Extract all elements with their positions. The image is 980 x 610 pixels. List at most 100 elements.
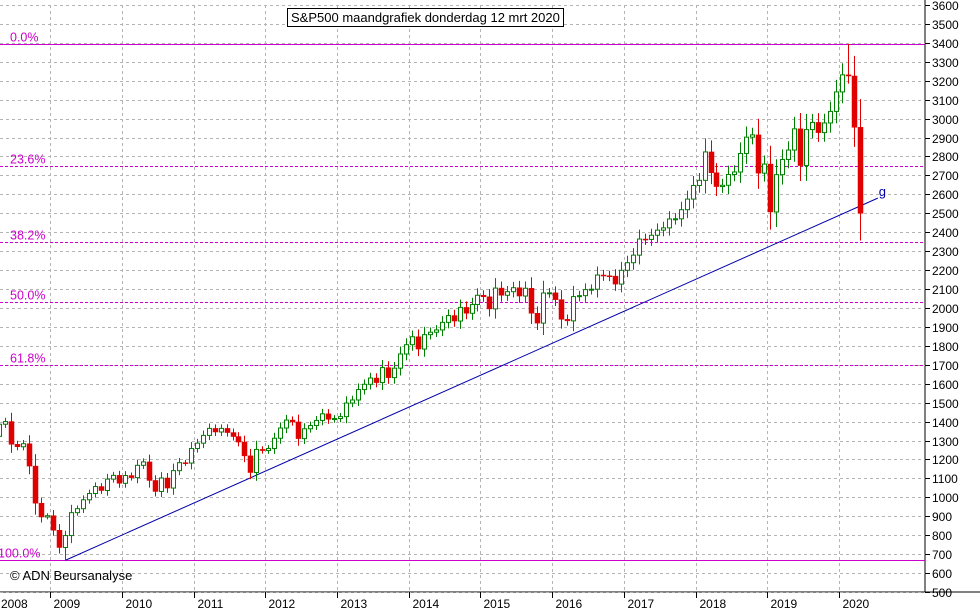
candle-body-up — [810, 121, 815, 131]
candle-body-up — [547, 292, 552, 295]
candle-body-down — [224, 428, 231, 433]
candle-body-up — [470, 304, 475, 314]
candle-body-up — [320, 413, 325, 421]
candle-body-up — [272, 437, 277, 449]
candle-body-up — [720, 184, 725, 188]
candle-body-up — [189, 447, 194, 464]
y-tick-label: 1000 — [932, 491, 959, 505]
candle-body-up — [493, 287, 498, 310]
candle-body-down — [552, 292, 559, 300]
candle-body-down — [289, 419, 296, 423]
candle-body-up — [398, 353, 403, 369]
candle-body-up — [667, 218, 672, 229]
trendline-label: g — [879, 184, 886, 199]
candle-body-up — [631, 254, 636, 264]
candle-body-up — [0, 423, 2, 437]
candle-body-up — [541, 292, 546, 324]
candle-body-up — [195, 442, 200, 449]
candle-body-up — [738, 152, 743, 173]
candlestick-series — [0, 44, 864, 561]
y-tick-label: 2800 — [932, 150, 959, 164]
candle-body-up — [619, 269, 624, 285]
candle-body-down — [164, 477, 171, 489]
candle-body-down — [373, 377, 380, 383]
candle-body-up — [673, 218, 678, 221]
y-tick-label: 700 — [932, 548, 952, 562]
candle-body-up — [350, 399, 355, 404]
candle-body-down — [98, 486, 105, 491]
y-tick-label: 3500 — [932, 18, 959, 32]
x-tick-label: 2015 — [484, 597, 511, 610]
candle-body-down — [767, 163, 774, 213]
candle-body-down — [612, 275, 619, 285]
y-tick-label: 1500 — [932, 397, 959, 411]
candle-body-down — [534, 313, 541, 324]
candle-body-down — [851, 75, 858, 128]
grid-lines — [0, 0, 980, 593]
candle-body-up — [177, 462, 182, 472]
x-tick-label: 2017 — [628, 597, 655, 610]
y-tick-label: 1600 — [932, 378, 959, 392]
candle-body-down — [755, 134, 762, 174]
fib-label: 38.2% — [10, 229, 45, 243]
trendline: g — [64, 184, 886, 561]
candle-body-down — [32, 465, 39, 504]
candle-body-down — [708, 151, 715, 174]
candle-body-up — [266, 447, 271, 452]
candle-body-down — [516, 287, 523, 297]
candle-body-up — [475, 294, 480, 306]
y-tick-label: 1300 — [932, 435, 959, 449]
candle-body-up — [577, 295, 582, 298]
candle-body-down — [8, 421, 15, 445]
y-tick-label: 1700 — [932, 359, 959, 373]
candle-body-down — [606, 275, 613, 278]
candle-body-up — [135, 464, 140, 479]
candle-body-up — [780, 159, 785, 176]
candle-body-up — [141, 461, 146, 466]
candle-body-up — [45, 515, 50, 518]
candle-body-down — [116, 475, 123, 484]
x-tick-label: 2009 — [54, 597, 81, 610]
candle-body-up — [655, 229, 660, 236]
candle-body-up — [332, 418, 337, 421]
x-tick-label: 2010 — [126, 597, 153, 610]
candle-body-up — [583, 289, 588, 297]
candle-body-up — [523, 287, 528, 297]
candle-body-down — [325, 413, 332, 420]
candle-body-down — [241, 441, 248, 457]
x-tick-label: 2008 — [1, 597, 28, 610]
candle-body-up — [446, 315, 451, 323]
candle-body-up — [505, 291, 510, 296]
candle-body-up — [123, 475, 128, 484]
candle-body-up — [703, 151, 708, 181]
fib-label: 23.6% — [10, 153, 45, 167]
candle-body-down — [295, 421, 302, 439]
candle-body-down — [564, 319, 571, 322]
y-tick-label: 2300 — [932, 245, 959, 259]
candle-body-up — [625, 262, 630, 271]
candle-body-up — [661, 227, 666, 231]
y-tick-label: 1100 — [932, 472, 958, 486]
y-tick-label: 600 — [932, 567, 952, 581]
candle-body-up — [732, 171, 737, 175]
candle-body-up — [762, 163, 767, 174]
candle-body-up — [595, 274, 600, 290]
x-tick-label: 2016 — [556, 597, 583, 610]
candle-body-up — [840, 74, 845, 93]
x-tick-label: 2020 — [843, 597, 870, 610]
y-tick-label: 3000 — [932, 113, 959, 127]
candle-body-up — [792, 128, 797, 151]
candle-body-up — [207, 427, 212, 436]
x-tick-label: 2012 — [269, 597, 296, 610]
y-tick-label: 2100 — [932, 283, 959, 297]
candle-body-down — [815, 122, 822, 133]
x-tick-label: 2018 — [700, 597, 727, 610]
candle-body-up — [511, 287, 516, 293]
x-axis: 2008 2009 2010 2011 2012 2013 2014 2015 2016 2017… — [1, 592, 870, 610]
candle-body-up — [159, 477, 164, 492]
candle-body-up — [302, 428, 307, 440]
candle-body-down — [558, 299, 565, 320]
candle-body-up — [171, 470, 176, 489]
candle-body-up — [362, 383, 367, 391]
